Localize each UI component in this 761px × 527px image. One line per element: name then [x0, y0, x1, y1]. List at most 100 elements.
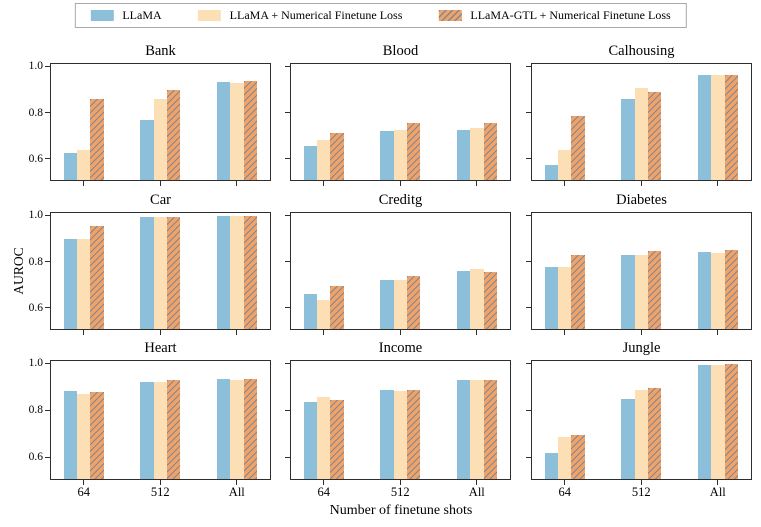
bar-series-1-512: [634, 255, 648, 329]
bar-series-2-512: [167, 216, 181, 329]
bar-series-1-all: [711, 75, 725, 180]
subplot-title: Jungle: [622, 340, 661, 356]
subplot-title: Income: [378, 340, 423, 356]
x-tick: [83, 330, 85, 336]
x-tick: [83, 480, 85, 486]
bar-series-2-512: [407, 390, 421, 479]
x-tick-label: 512: [390, 484, 410, 499]
y-tick: [284, 362, 290, 364]
x-axis-label: Number of finetune shots: [329, 503, 473, 518]
legend-label: LLaMA-GTL + Numerical Finetune Loss: [470, 8, 671, 22]
x-tick-label: 64: [558, 484, 572, 499]
bar-series-2-64: [330, 132, 344, 180]
bar-series-2-all: [483, 123, 497, 180]
x-tick-label: All: [468, 484, 485, 499]
x-tick-label: All: [228, 484, 245, 499]
legend-label: LLaMA + Numerical Finetune Loss: [229, 8, 403, 22]
legend-swatch-blue-icon: [90, 10, 114, 21]
bar-series-2-all: [724, 364, 738, 479]
y-tick: [44, 307, 50, 309]
bar-series-2-64: [571, 434, 585, 479]
y-tick: [44, 111, 50, 114]
y-tick: [44, 362, 50, 364]
x-tick: [83, 181, 85, 187]
bar-series-0-512: [621, 255, 635, 329]
bar-series-2-64: [571, 255, 585, 329]
bar-series-1-64: [317, 397, 331, 479]
x-tick: [476, 330, 478, 336]
bar-series-1-64: [77, 394, 91, 479]
x-tick-label: All: [709, 484, 726, 499]
bar-series-1-512: [634, 87, 648, 180]
subplot-heart: 0.6 0.8 1.0 64 512 All: [29, 357, 271, 499]
bar-series-2-64: [571, 116, 585, 180]
bar-series-2-512: [407, 275, 421, 329]
y-tick-label: 1.0: [28, 209, 43, 222]
bar-series-2-all: [483, 380, 497, 479]
subplot-calhousing: [525, 63, 752, 187]
bar-series-2-512: [407, 123, 421, 180]
y-tick: [525, 456, 531, 459]
legend-item-llama-nfl: LLaMA + Numerical Finetune Loss: [197, 8, 403, 23]
x-tick: [717, 480, 719, 486]
y-tick: [284, 214, 290, 216]
x-tick: [564, 181, 566, 187]
bar-series-2-64: [330, 400, 344, 479]
x-tick: [159, 480, 161, 486]
x-tick: [159, 181, 161, 187]
bar-series-0-all: [697, 364, 712, 479]
y-tick: [525, 362, 531, 364]
bar-series-1-all: [470, 380, 484, 479]
y-tick: [44, 260, 50, 263]
bar-series-0-512: [380, 280, 394, 329]
y-tick: [284, 456, 290, 459]
bar-series-2-512: [167, 89, 181, 180]
x-tick: [564, 330, 566, 336]
x-tick: [323, 330, 325, 336]
bar-series-2-512: [648, 92, 662, 180]
subplot-title: Car: [150, 192, 171, 208]
x-tick: [323, 181, 325, 187]
bar-series-0-all: [216, 379, 231, 479]
x-tick: [323, 480, 325, 486]
y-tick: [525, 307, 531, 309]
x-tick: [564, 480, 566, 486]
subplot-title: Creditg: [378, 192, 423, 208]
bar-series-0-all: [456, 271, 471, 329]
bar-series-1-all: [470, 127, 484, 180]
y-tick: [284, 111, 290, 114]
y-tick: [44, 409, 50, 411]
y-tick: [44, 65, 50, 67]
bar-series-0-64: [544, 453, 559, 479]
bar-series-2-64: [90, 99, 104, 180]
bar-series-1-512: [153, 217, 167, 329]
y-tick: [284, 158, 290, 160]
bar-series-1-all: [230, 82, 244, 180]
x-tick: [236, 181, 238, 187]
bar-series-0-64: [63, 153, 78, 180]
bar-series-1-64: [558, 149, 572, 180]
x-tick: [640, 480, 642, 486]
y-tick: [284, 65, 290, 67]
bar-series-1-all: [470, 269, 484, 329]
bar-series-0-512: [140, 119, 154, 180]
bar-series-0-64: [303, 146, 318, 180]
x-tick: [717, 330, 719, 336]
bar-series-2-64: [330, 286, 344, 329]
y-tick: [44, 158, 50, 160]
bar-series-1-512: [393, 129, 407, 180]
bar-series-0-64: [63, 390, 78, 479]
x-tick: [159, 330, 161, 336]
bar-series-0-all: [697, 251, 712, 329]
subplot-title: Blood: [382, 43, 419, 59]
x-tick: [640, 330, 642, 336]
bar-series-0-64: [303, 294, 318, 329]
y-tick: [525, 65, 531, 67]
y-tick: [284, 260, 290, 263]
y-tick: [525, 158, 531, 160]
y-tick: [525, 111, 531, 114]
bar-series-0-all: [456, 130, 471, 180]
x-tick-label: 512: [150, 484, 170, 499]
y-tick-label: 0.8: [28, 404, 43, 417]
